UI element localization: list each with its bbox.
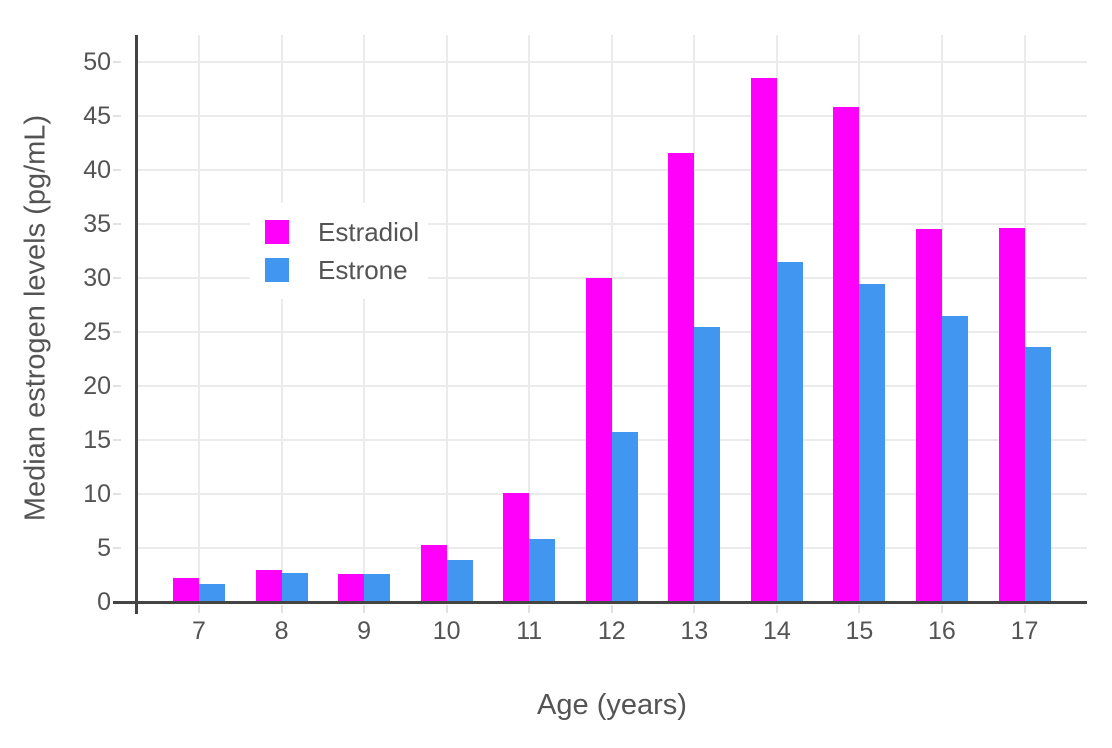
gridline-v-17 <box>1023 35 1026 602</box>
bar-estradiol-age-13[interactable] <box>668 152 695 602</box>
y-tickmark-45 <box>113 115 121 117</box>
bar-estrone-age-17[interactable] <box>1024 347 1051 602</box>
y-tickmark-30 <box>113 277 121 279</box>
y-tickmark-40 <box>113 169 121 171</box>
y-tickmark-5 <box>113 547 121 549</box>
bar-estradiol-age-12[interactable] <box>585 278 612 602</box>
bar-estradiol-age-17[interactable] <box>998 228 1025 602</box>
x-tick-label-11: 11 <box>516 617 543 645</box>
bar-estrone-age-9[interactable] <box>364 573 391 602</box>
x-tick-label-16: 16 <box>928 617 956 645</box>
gridline-v-11 <box>528 35 531 602</box>
x-tick-label-15: 15 <box>845 617 874 645</box>
x-tick-label-7: 7 <box>192 617 206 645</box>
bar-estrone-age-7[interactable] <box>199 583 225 602</box>
bar-estrone-age-14[interactable] <box>776 261 803 602</box>
y-tickmark-20 <box>113 385 121 387</box>
x-tick-label-9: 9 <box>357 617 372 645</box>
x-tick-label-17: 17 <box>1010 617 1039 645</box>
y-tick-label-15: 15 <box>83 426 111 454</box>
y-tick-label-5: 5 <box>97 534 111 562</box>
legend-item-estradiol[interactable]: Estradiol <box>250 213 428 251</box>
y-tick-label-20: 20 <box>83 372 111 400</box>
y-tickmark-10 <box>113 493 121 495</box>
bar-estrone-age-15[interactable] <box>859 284 886 602</box>
legend-label-estrone: Estrone <box>318 254 408 285</box>
bar-estradiol-age-8[interactable] <box>255 569 282 602</box>
bar-estradiol-age-10[interactable] <box>420 544 447 602</box>
gridline-h-30 <box>137 277 1087 279</box>
y-tick-label-40: 40 <box>83 156 111 184</box>
legend-item-estrone[interactable]: Estrone <box>250 251 428 289</box>
gridline-h-20 <box>137 385 1087 387</box>
x-tickmark-16 <box>940 605 943 613</box>
x-tickmark-9 <box>363 605 366 613</box>
legend-label-estradiol: Estradiol <box>318 216 420 247</box>
y-tickmark-50 <box>113 61 121 63</box>
gridline-h-25 <box>137 331 1087 333</box>
x-tick-label-12: 12 <box>597 617 626 645</box>
bar-estradiol-age-11[interactable] <box>503 492 530 602</box>
x-tickmark-14 <box>775 605 778 613</box>
bar-estrone-age-8[interactable] <box>281 572 308 602</box>
x-tickmark-17 <box>1023 605 1026 613</box>
y-tickmark-15 <box>113 439 121 441</box>
x-axis-line <box>113 601 1087 604</box>
gridline-v-9 <box>363 35 366 602</box>
bar-estradiol-age-7[interactable] <box>173 578 199 602</box>
gridline-v-7 <box>198 35 200 602</box>
bar-estradiol-age-15[interactable] <box>833 107 860 602</box>
y-axis-line <box>135 35 138 614</box>
bar-estrone-age-10[interactable] <box>446 559 473 602</box>
gridline-h-40 <box>137 169 1087 171</box>
x-tick-label-13: 13 <box>680 617 709 645</box>
y-tick-label-45: 45 <box>83 102 111 130</box>
bar-estrone-age-11[interactable] <box>529 539 556 602</box>
gridline-v-13 <box>693 35 696 602</box>
legend-swatch-estradiol-icon <box>265 220 289 244</box>
legend-swatch-estrone-icon <box>265 258 289 282</box>
gridline-h-35 <box>137 223 1087 225</box>
y-tick-label-35: 35 <box>83 210 111 238</box>
x-tickmark-8 <box>280 605 283 613</box>
bar-estradiol-age-14[interactable] <box>750 78 777 602</box>
x-tick-label-10: 10 <box>432 617 461 645</box>
y-tick-label-0: 0 <box>97 588 111 616</box>
bar-estrone-age-12[interactable] <box>611 432 638 602</box>
x-tick-label-8: 8 <box>274 617 289 645</box>
x-tickmark-15 <box>858 605 861 613</box>
plot-area: 0 5 10 15 20 25 30 35 40 45 50 7 8 9 10 11 12 13 14 15 16 17 … <box>83 35 1087 645</box>
x-tick-label-14: 14 <box>762 617 791 645</box>
y-tick-label-10: 10 <box>83 480 111 508</box>
x-tickmark-12 <box>610 605 613 613</box>
y-tickmark-35 <box>113 223 121 225</box>
legend: Estradiol Estrone <box>250 203 428 299</box>
x-tickmark-10 <box>445 605 448 613</box>
x-tickmark-7 <box>198 605 200 613</box>
x-axis-title: Age (years) <box>537 689 687 721</box>
y-tick-label-50: 50 <box>83 48 111 76</box>
x-tickmark-11 <box>528 605 531 613</box>
gridline-h-45 <box>137 115 1087 117</box>
bar-estradiol-age-9[interactable] <box>338 573 365 602</box>
x-tickmark-13 <box>693 605 696 613</box>
gridline-h-50 <box>137 61 1087 63</box>
y-tickmark-25 <box>113 331 121 333</box>
gridline-v-10 <box>445 35 448 602</box>
bar-estradiol-age-16[interactable] <box>915 229 942 602</box>
bar-estrone-age-16[interactable] <box>941 315 968 602</box>
bar-estrone-age-13[interactable] <box>694 326 721 602</box>
y-tick-label-30: 30 <box>83 264 111 292</box>
gridline-v-12 <box>610 35 613 602</box>
gridline-v-8 <box>280 35 283 602</box>
y-tick-label-25: 25 <box>83 318 111 346</box>
